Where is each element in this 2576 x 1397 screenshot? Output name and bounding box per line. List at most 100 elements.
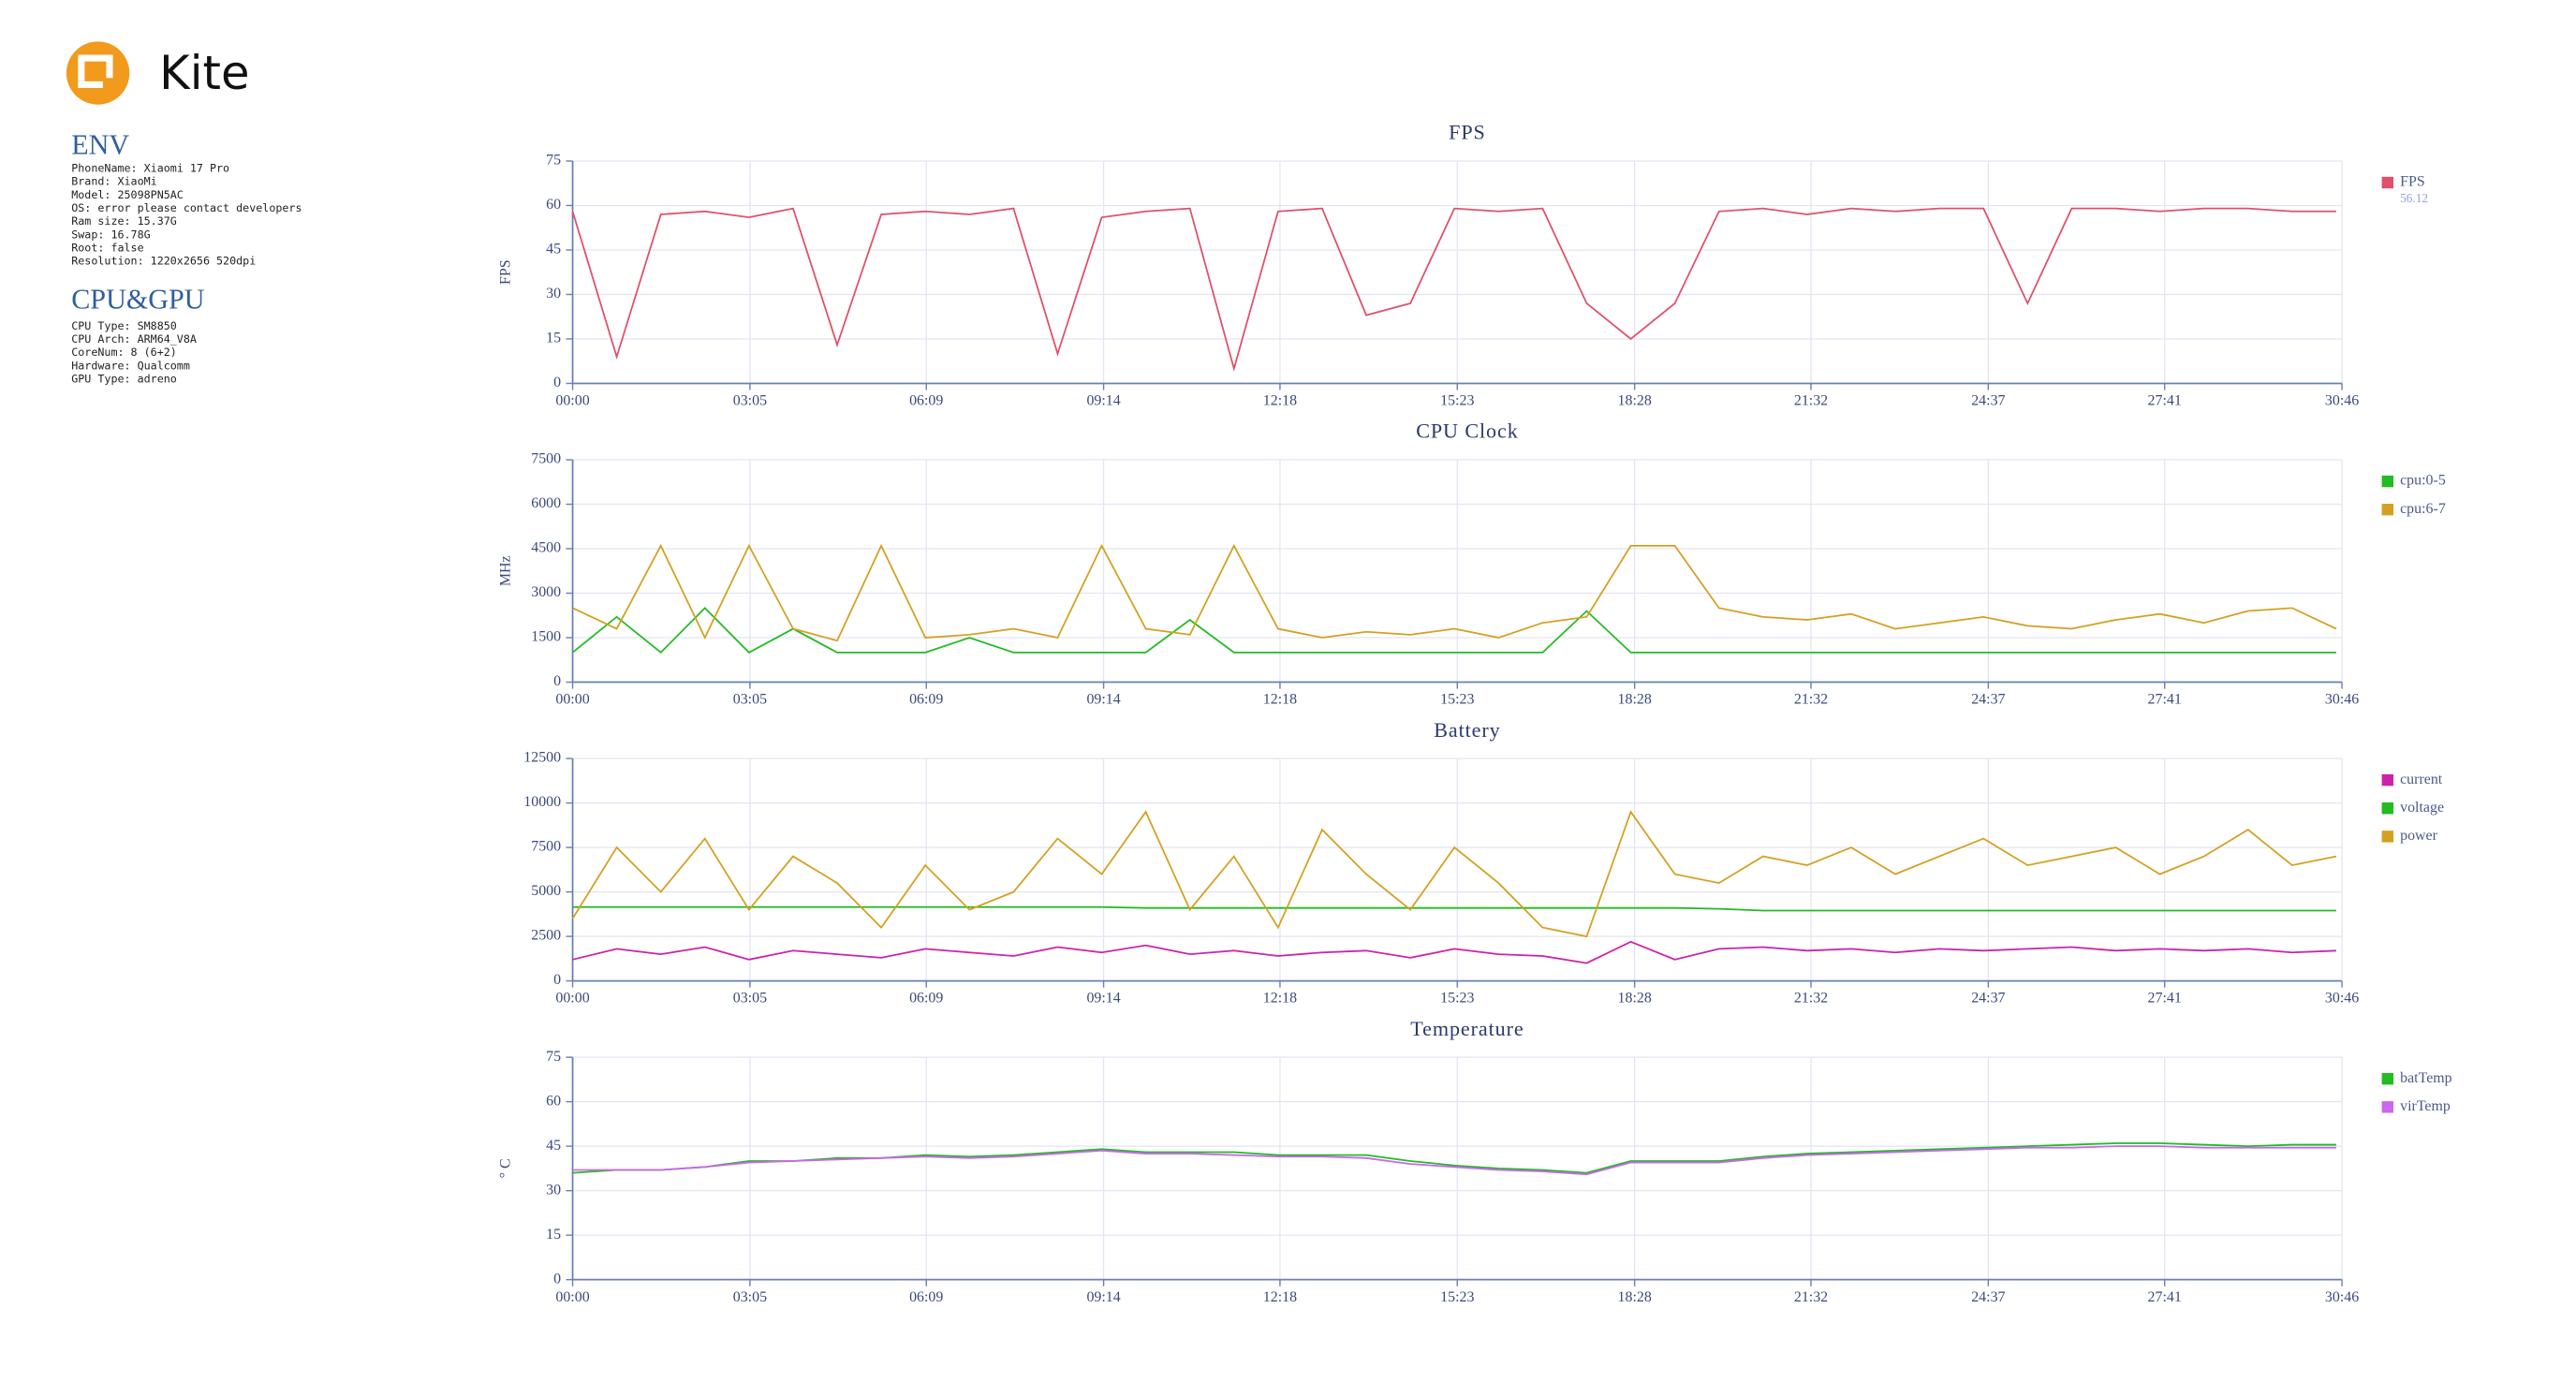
x-tick-label: 03:05 xyxy=(733,1289,767,1305)
legend-swatch xyxy=(2381,773,2394,787)
cpu-gpu-line: CPU Type: SM8850 xyxy=(71,319,177,332)
logo: Kite xyxy=(66,41,249,105)
chart-title: CPU Clock xyxy=(1416,419,1519,443)
y-tick-label: 4500 xyxy=(531,540,561,556)
legend-label: cpu:0-5 xyxy=(2400,473,2446,489)
cpu-gpu-line: Hardware: Qualcomm xyxy=(71,359,190,372)
legend-label: cpu:6-7 xyxy=(2400,501,2446,517)
y-tick-label: 3000 xyxy=(531,584,561,600)
legend-swatch xyxy=(2381,1101,2394,1113)
legend-label: current xyxy=(2400,772,2443,787)
x-tick-label: 30:46 xyxy=(2325,692,2359,708)
x-tick-label: 24:37 xyxy=(1971,1289,2005,1305)
x-tick-label: 21:32 xyxy=(1794,991,1828,1007)
y-tick-label: 0 xyxy=(553,375,561,390)
legend-swatch xyxy=(2381,831,2394,843)
cpu-gpu-line: GPU Type: adreno xyxy=(71,373,177,386)
y-tick-label: 1500 xyxy=(531,629,561,645)
x-tick-label: 06:09 xyxy=(909,991,943,1007)
series-line xyxy=(572,543,2337,642)
y-tick-label: 15 xyxy=(546,331,561,346)
x-tick-label: 12:18 xyxy=(1263,393,1297,409)
env-line: PhoneName: Xiaomi 17 Pro xyxy=(71,161,229,174)
y-axis-label: ° C xyxy=(497,1158,513,1178)
series-line xyxy=(572,905,2336,912)
x-tick-label: 00:00 xyxy=(555,692,589,708)
x-tick-label: 18:28 xyxy=(1618,1289,1652,1305)
x-tick-label: 09:14 xyxy=(1086,991,1120,1007)
y-tick-label: 0 xyxy=(553,1271,561,1287)
x-tick-label: 27:41 xyxy=(2148,991,2182,1007)
y-tick-label: 10000 xyxy=(523,794,561,810)
env-line: Model: 25098PN5AC xyxy=(71,188,184,201)
logo-text: Kite xyxy=(159,46,249,100)
y-tick-label: 45 xyxy=(546,1138,561,1154)
series-line xyxy=(571,810,2337,938)
legend-label: voltage xyxy=(2400,800,2444,816)
x-tick-label: 15:23 xyxy=(1440,393,1474,409)
x-tick-label: 09:14 xyxy=(1086,393,1120,409)
x-tick-label: 03:05 xyxy=(733,393,767,409)
legend-swatch xyxy=(2381,802,2394,815)
x-tick-label: 00:00 xyxy=(555,1289,589,1305)
x-tick-label: 03:05 xyxy=(733,991,767,1007)
legend-swatch xyxy=(2381,176,2394,189)
x-tick-label: 27:41 xyxy=(2148,692,2182,708)
y-tick-label: 2500 xyxy=(531,928,561,944)
legend-label: power xyxy=(2400,828,2438,844)
y-tick-label: 75 xyxy=(546,1049,561,1065)
x-tick-label: 06:09 xyxy=(909,393,943,409)
x-tick-label: 21:32 xyxy=(1794,393,1828,409)
series-line xyxy=(572,940,2336,964)
series-line xyxy=(572,1145,2336,1176)
x-tick-label: 24:37 xyxy=(1971,991,2005,1007)
y-tick-label: 30 xyxy=(546,1182,561,1198)
x-tick-label: 27:41 xyxy=(2148,393,2182,409)
x-tick-label: 00:00 xyxy=(555,393,589,409)
x-tick-label: 30:46 xyxy=(2325,991,2359,1007)
x-tick-label: 30:46 xyxy=(2325,1289,2359,1305)
x-tick-label: 15:23 xyxy=(1440,991,1474,1007)
chart-title: Battery xyxy=(1434,718,1500,742)
x-tick-label: 24:37 xyxy=(1971,692,2005,708)
series-line xyxy=(571,607,2336,654)
legend-label: FPS xyxy=(2400,174,2425,190)
logo-icon xyxy=(66,41,130,105)
y-tick-label: 5000 xyxy=(531,883,561,899)
y-tick-label: 0 xyxy=(553,972,561,988)
x-tick-label: 21:32 xyxy=(1794,692,1828,708)
env-line: Swap: 16.78G xyxy=(71,228,150,241)
chart-title: FPS xyxy=(1449,121,1486,144)
legend-swatch xyxy=(2381,1072,2394,1085)
y-tick-label: 6000 xyxy=(531,495,561,511)
cpu-gpu-title: CPU&GPU xyxy=(71,284,205,316)
x-tick-label: 15:23 xyxy=(1440,1289,1474,1305)
x-tick-label: 00:00 xyxy=(555,991,589,1007)
env-line: Resolution: 1220x2656 520dpi xyxy=(71,255,256,268)
y-tick-label: 7500 xyxy=(531,839,561,855)
logo-glyph-cut xyxy=(102,78,120,96)
y-tick-label: 12500 xyxy=(523,750,561,766)
x-tick-label: 09:14 xyxy=(1086,692,1120,708)
env-line: Brand: XiaoMi xyxy=(71,175,156,188)
chart-title: Temperature xyxy=(1410,1017,1524,1040)
x-tick-label: 06:09 xyxy=(909,1289,943,1305)
x-tick-label: 30:46 xyxy=(2325,393,2359,409)
env-line: OS: error please contact developers xyxy=(71,201,302,214)
y-tick-label: 45 xyxy=(546,242,561,257)
y-axis-label: FPS xyxy=(497,259,513,285)
legend-swatch xyxy=(2381,503,2394,516)
env-line: Root: false xyxy=(71,242,143,255)
x-tick-label: 27:41 xyxy=(2148,1289,2182,1305)
y-tick-label: 75 xyxy=(546,153,561,169)
y-tick-label: 15 xyxy=(546,1227,561,1243)
x-tick-label: 24:37 xyxy=(1971,393,2005,409)
env-title: ENV xyxy=(71,129,129,161)
env-line: Ram size: 15.37G xyxy=(71,214,177,228)
x-tick-label: 15:23 xyxy=(1440,692,1474,708)
x-tick-label: 21:32 xyxy=(1794,1289,1828,1305)
x-tick-label: 18:28 xyxy=(1618,393,1652,409)
legend-note: 56.12 xyxy=(2400,191,2428,205)
